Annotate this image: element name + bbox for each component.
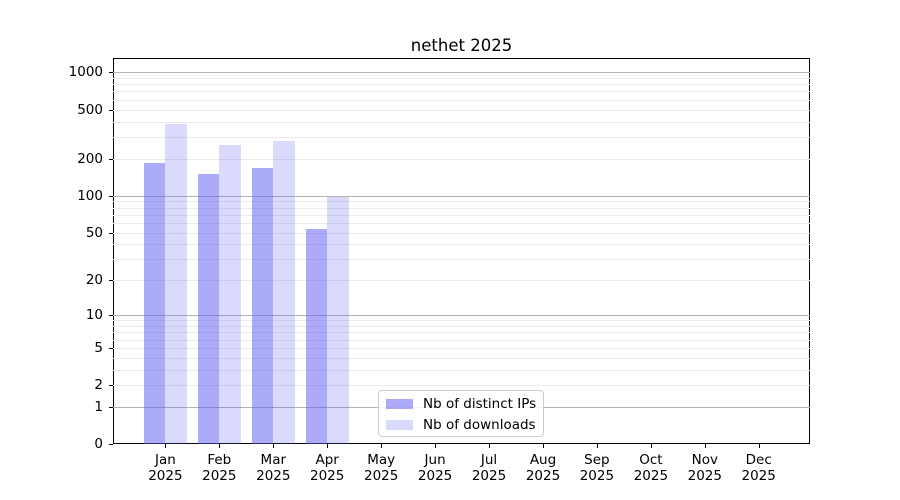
gridline-major <box>113 195 810 197</box>
y-tick-label: 20 <box>85 272 103 289</box>
y-tick-mark <box>109 280 113 282</box>
x-tick-label-sep: Sep 2025 <box>579 452 615 484</box>
gridline-minor <box>113 357 810 359</box>
x-tick-mark <box>435 444 437 449</box>
x-tick-mark <box>381 444 383 449</box>
legend-label-distinct-ips: Nb of distinct IPs <box>423 395 537 412</box>
gridline-major <box>113 315 810 317</box>
x-tick-label-may: May 2025 <box>364 452 399 484</box>
gridline-minor <box>113 259 810 261</box>
y-tick-label: 10 <box>85 307 103 324</box>
gridline-minor <box>113 91 810 93</box>
x-tick-label-oct: Oct 2025 <box>633 452 669 484</box>
bar-downloads-apr <box>327 197 349 445</box>
legend-swatch-distinct-ips <box>386 398 413 409</box>
gridline-minor <box>113 121 810 123</box>
gridline-minor <box>113 347 810 349</box>
x-tick-mark <box>704 444 706 449</box>
gridline-minor <box>113 99 810 101</box>
gridline-minor <box>113 84 810 86</box>
x-tick-mark <box>596 444 598 449</box>
gridline-minor <box>113 77 810 79</box>
legend-label-downloads: Nb of downloads <box>423 416 536 433</box>
y-tick-mark <box>109 347 113 349</box>
legend-entry-distinct-ips: Nb of distinct IPs <box>379 393 543 414</box>
chart-title: nethet 2025 <box>410 36 513 55</box>
gridline-minor <box>113 339 810 341</box>
y-tick-label: 1 <box>94 399 103 416</box>
bar-downloads-feb <box>219 144 241 445</box>
y-tick-label: 100 <box>77 187 103 204</box>
x-tick-label-nov: Nov 2025 <box>687 452 722 484</box>
legend-entry-downloads: Nb of downloads <box>379 414 543 435</box>
gridline-minor <box>113 232 810 234</box>
y-tick-mark <box>109 385 113 387</box>
x-tick-mark <box>327 444 329 449</box>
y-tick-label: 2 <box>94 377 103 394</box>
bar-distinct-ips-feb <box>197 174 220 445</box>
x-tick-mark <box>273 444 275 449</box>
y-tick-label: 500 <box>77 101 103 118</box>
bar-distinct-ips-apr <box>305 228 328 445</box>
gridline-minor <box>113 207 810 209</box>
x-tick-label-jan: Jan 2025 <box>148 452 183 484</box>
bar-distinct-ips-mar <box>251 168 274 445</box>
x-tick-label-feb: Feb 2025 <box>202 452 237 484</box>
y-tick-label: 200 <box>77 150 103 167</box>
y-tick-label: 5 <box>94 339 103 356</box>
y-tick-label: 1000 <box>68 64 103 81</box>
y-tick-mark <box>109 195 113 197</box>
bar-downloads-jan <box>165 124 188 445</box>
gridline-minor <box>113 385 810 387</box>
y-tick-mark <box>109 158 113 160</box>
gridline-minor <box>113 369 810 371</box>
x-tick-mark <box>489 444 490 449</box>
legend: Nb of distinct IPs Nb of downloads <box>378 390 544 437</box>
gridline-minor <box>113 136 810 138</box>
x-tick-label-jul: Jul 2025 <box>471 452 507 484</box>
y-tick-mark <box>109 315 113 317</box>
gridline-minor <box>113 332 810 334</box>
y-tick-label: 50 <box>85 224 103 241</box>
gridline-minor <box>113 244 810 246</box>
y-tick-mark <box>109 444 113 446</box>
gridline-minor <box>113 222 810 224</box>
y-tick-mark <box>109 109 113 111</box>
gridline-minor <box>113 158 810 160</box>
y-tick-mark <box>109 407 113 409</box>
y-tick-mark <box>109 72 113 74</box>
y-tick-label: 0 <box>94 436 103 453</box>
x-tick-label-mar: Mar 2025 <box>256 452 291 484</box>
x-tick-mark <box>165 444 167 449</box>
legend-swatch-downloads <box>386 419 413 430</box>
x-tick-label-jun: Jun 2025 <box>417 452 453 484</box>
x-tick-label-aug: Aug 2025 <box>525 452 561 484</box>
bar-distinct-ips-jan <box>143 162 166 445</box>
gridline-minor <box>113 214 810 216</box>
x-tick-mark <box>543 444 544 449</box>
x-tick-label-apr: Apr 2025 <box>310 452 345 484</box>
bar-downloads-mar <box>273 141 295 445</box>
x-tick-mark <box>758 444 760 449</box>
x-tick-label-dec: Dec 2025 <box>741 452 776 484</box>
gridline-major <box>113 72 810 74</box>
gridline-minor <box>113 109 810 111</box>
gridline-minor <box>113 201 810 203</box>
gridline-minor <box>113 280 810 282</box>
y-tick-mark <box>109 232 113 234</box>
x-tick-mark <box>650 444 652 449</box>
gridline-minor <box>113 320 810 322</box>
x-tick-mark <box>219 444 221 449</box>
gridline-minor <box>113 326 810 327</box>
